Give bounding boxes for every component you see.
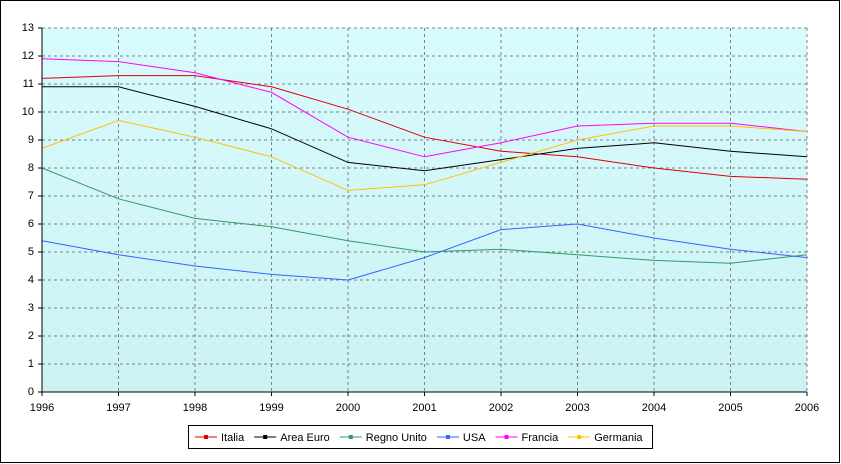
legend-label: Regno Unito xyxy=(366,432,427,444)
legend-marker xyxy=(445,435,450,439)
y-tick-label: 0 xyxy=(28,386,34,398)
x-tick-label: 1998 xyxy=(183,402,207,414)
legend-label: Italia xyxy=(221,432,245,444)
x-tick-label: 1996 xyxy=(30,402,54,414)
legend-label: Area Euro xyxy=(280,432,330,444)
legend-box xyxy=(187,425,654,449)
series-line xyxy=(41,58,808,158)
series-line xyxy=(41,167,808,264)
legend-marker xyxy=(504,435,509,439)
y-tick-label: 11 xyxy=(23,78,34,90)
legend-marker xyxy=(577,435,582,439)
lines xyxy=(41,58,808,281)
x-tick-label: 2001 xyxy=(412,402,436,414)
x-tick-label: 2004 xyxy=(642,402,666,414)
x-tick-label: 2002 xyxy=(489,402,513,414)
legend-label: USA xyxy=(463,432,486,444)
y-tick-label: 6 xyxy=(28,218,34,230)
x-tick-label: 2006 xyxy=(795,402,819,414)
y-tick-label: 10 xyxy=(22,106,34,118)
series-line xyxy=(41,119,808,191)
grid xyxy=(41,27,808,393)
y-tick-label: 9 xyxy=(28,134,34,146)
y-tick-label: 4 xyxy=(28,274,34,286)
legend-label: Germania xyxy=(594,432,643,444)
legend-marker xyxy=(348,435,353,439)
series-line xyxy=(41,75,808,180)
y-tick-label: 5 xyxy=(28,246,34,258)
y-tick-label: 1 xyxy=(28,358,34,370)
x-tick-label: 2005 xyxy=(718,402,742,414)
x-tick-label: 2000 xyxy=(336,402,360,414)
x-tick-label: 1999 xyxy=(259,402,283,414)
y-tick-label: 8 xyxy=(28,162,34,174)
y-tick-label: 3 xyxy=(28,302,34,314)
y-tick-label: 7 xyxy=(28,190,34,202)
y-tick-label: 2 xyxy=(28,330,34,342)
legend-label: Francia xyxy=(522,432,560,444)
x-tick-label: 2003 xyxy=(565,402,589,414)
y-tick-label: 13 xyxy=(22,22,34,34)
series-line xyxy=(41,223,808,281)
legend: Italia Area Euro Regno Unito USA Francia Germ… xyxy=(187,425,654,449)
series-line xyxy=(42,86,808,172)
x-tick-label: 1997 xyxy=(106,402,130,414)
y-tick-label: 12 xyxy=(22,50,34,62)
legend-marker xyxy=(203,435,208,439)
legend-marker xyxy=(263,435,268,439)
